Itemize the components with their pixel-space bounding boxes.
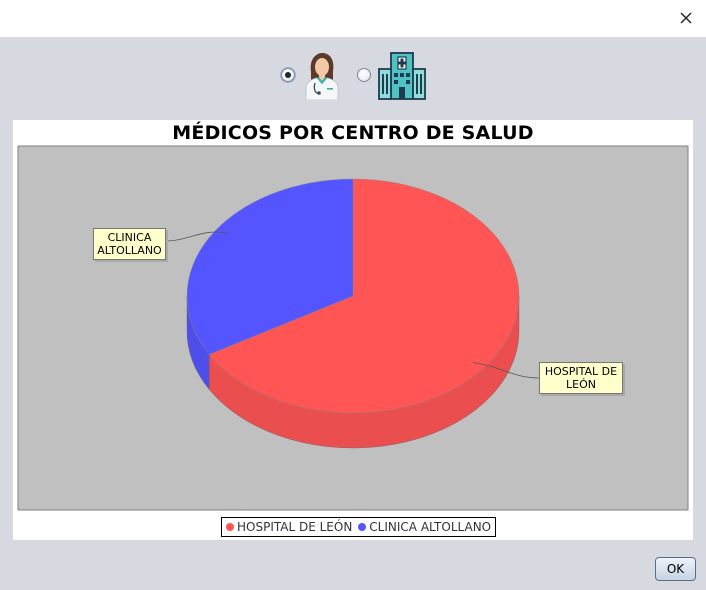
radio-selected-dot	[285, 72, 291, 78]
chart-title: MÉDICOS POR CENTRO DE SALUD	[172, 122, 534, 144]
slice-label-clinica: CLINICA ALTOLLANO	[93, 228, 166, 260]
legend-item-clinica: CLINICA ALTOLLANO	[358, 520, 491, 534]
ok-button[interactable]: OK	[655, 557, 696, 581]
chart-panel: MÉDICOS POR CENTRO DE SALUD HOSPITAL DE …	[13, 120, 693, 540]
legend-item-hospital: HOSPITAL DE LEÓN	[226, 520, 352, 534]
hospital-radio[interactable]	[357, 68, 371, 82]
legend-swatch-clinica	[358, 523, 367, 531]
legend-swatch-hospital	[226, 523, 234, 531]
hospital-icon	[378, 52, 426, 100]
legend-label-hospital: HOSPITAL DE LEÓN	[237, 520, 353, 534]
close-icon	[680, 12, 692, 24]
legend-label-clinica: CLINICA ALTOLLANO	[369, 520, 492, 534]
chart-legend: HOSPITAL DE LEÓN CLINICA ALTOLLANO	[221, 517, 497, 537]
pie-slice-0	[208, 178, 520, 414]
dialog-titlebar	[0, 0, 706, 37]
pie-group	[186, 178, 520, 449]
pie-slice-1	[186, 178, 354, 355]
doctor-radio[interactable]	[281, 68, 295, 82]
pie-chart-plot	[17, 145, 689, 511]
close-button[interactable]	[676, 8, 696, 28]
chart-selector	[0, 48, 706, 104]
slice-label-hospital: HOSPITAL DE LEÓN	[539, 362, 623, 394]
leader-line-hospital	[472, 362, 540, 379]
leader-line-clinica	[165, 231, 230, 242]
doctor-icon	[305, 53, 339, 100]
